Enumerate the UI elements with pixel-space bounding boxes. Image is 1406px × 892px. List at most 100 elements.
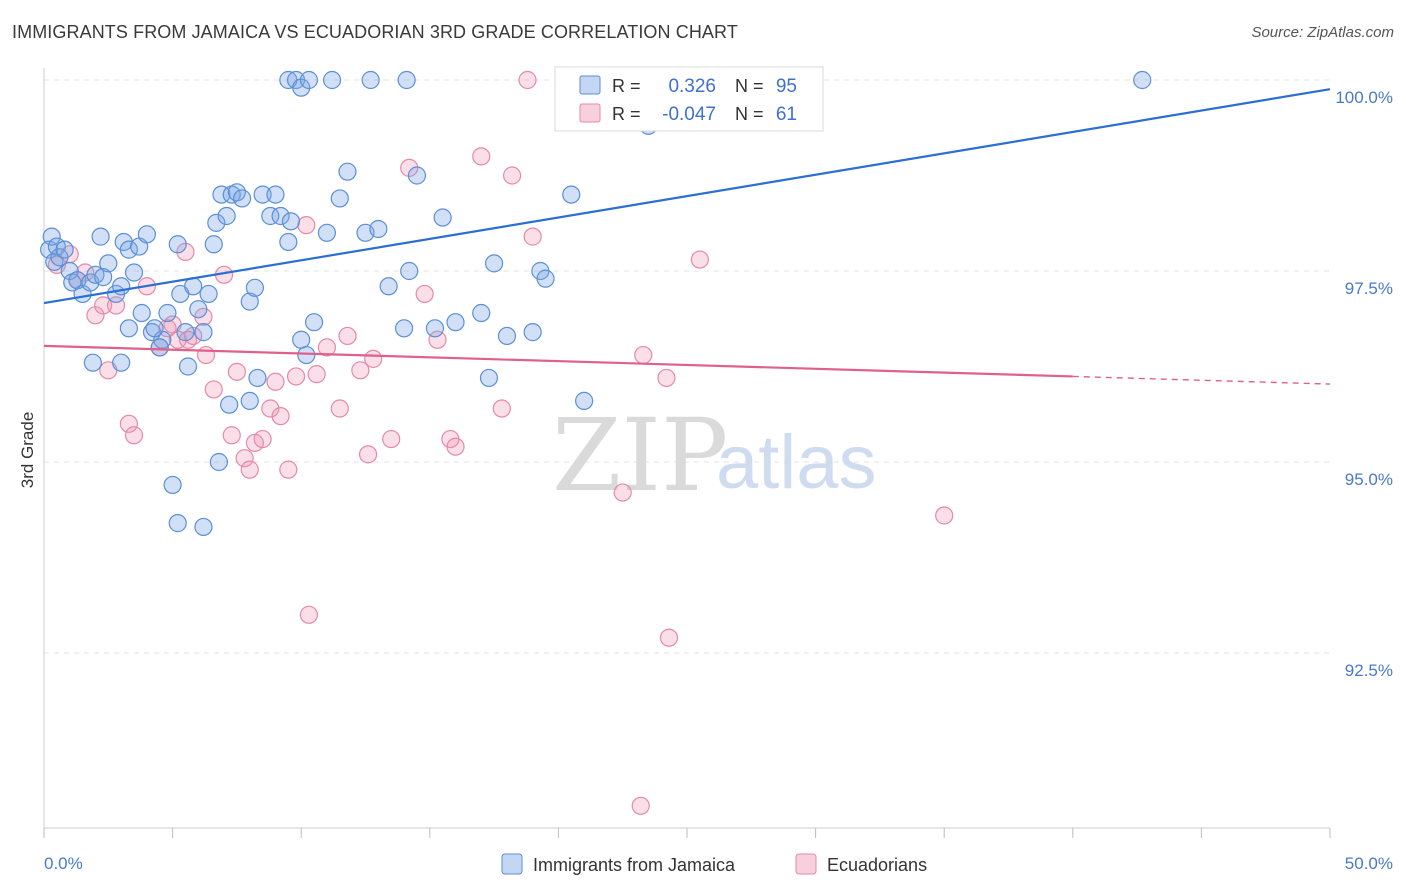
legend-n-label-1: N = [735, 76, 764, 96]
point-ecuadorians [446, 437, 465, 456]
point-ecuadorians [266, 372, 285, 391]
point-jamaica [94, 268, 113, 287]
point-jamaica [119, 319, 138, 338]
point-ecuadorians [86, 306, 105, 325]
point-jamaica [261, 206, 280, 226]
y-axis-tick-labels: 92.5% 95.0% 97.5% 100.0% [1335, 88, 1393, 680]
point-ecuadorians [119, 414, 138, 433]
point-ecuadorians [168, 330, 187, 349]
point-ecuadorians [659, 628, 679, 647]
point-jamaica [240, 391, 259, 410]
point-jamaica [194, 323, 213, 342]
point-jamaica [119, 240, 138, 259]
point-jamaica [158, 303, 177, 323]
point-jamaica [292, 78, 311, 97]
point-ecuadorians [176, 242, 195, 261]
point-jamaica [400, 261, 419, 281]
series-legend-label-jamaica: Immigrants from Jamaica [533, 855, 736, 875]
point-ecuadorians [503, 166, 522, 185]
point-ecuadorians [358, 445, 378, 464]
point-jamaica [132, 303, 151, 323]
point-ecuadorians [634, 345, 653, 365]
point-jamaica [322, 70, 342, 90]
point-jamaica [338, 162, 357, 181]
series-jamaica [40, 70, 1152, 537]
point-jamaica [446, 313, 465, 332]
point-ecuadorians [935, 506, 954, 525]
y-axis-label: 3rd Grade [18, 412, 37, 489]
point-ecuadorians [364, 349, 383, 368]
point-jamaica [178, 357, 198, 376]
point-ecuadorians [286, 367, 306, 386]
point-jamaica [485, 254, 504, 273]
watermark: ZIP atlas [552, 397, 877, 514]
point-jamaica [361, 70, 380, 90]
point-jamaica [83, 353, 102, 372]
point-ecuadorians [204, 380, 223, 399]
point-ecuadorians [382, 429, 401, 449]
stats-legend: R = 0.326 N = 95 R = -0.047 N = 61 [554, 66, 824, 132]
point-ecuadorians [94, 296, 113, 315]
point-jamaica [42, 227, 61, 246]
point-jamaica [562, 185, 581, 204]
point-jamaica [292, 330, 311, 349]
point-ecuadorians [124, 426, 144, 445]
point-ecuadorians [307, 365, 326, 384]
point-ecuadorians [227, 362, 246, 381]
point-jamaica [209, 452, 228, 472]
point-ecuadorians [523, 227, 542, 246]
point-jamaica [168, 514, 187, 533]
point-jamaica [137, 225, 156, 244]
point-jamaica [55, 240, 74, 259]
trend-line-jamaica [43, 88, 1331, 305]
point-jamaica [297, 345, 316, 365]
point-jamaica [279, 232, 298, 252]
point-ecuadorians [613, 483, 632, 502]
trend-line-ecuadorians [43, 344, 1073, 378]
point-jamaica [124, 263, 144, 282]
series-legend-label-ecuadorians: Ecuadorians [827, 855, 927, 875]
point-jamaica [425, 319, 445, 338]
point-jamaica [248, 368, 267, 388]
point-jamaica [112, 353, 131, 372]
point-ecuadorians [222, 426, 241, 445]
point-jamaica [232, 189, 252, 208]
point-jamaica [479, 368, 499, 388]
y-tick-label: 95.0% [1345, 470, 1393, 489]
point-jamaica [163, 475, 182, 495]
series-legend-swatch-jamaica [501, 853, 523, 875]
y-tick-label: 97.5% [1345, 279, 1393, 298]
point-ecuadorians [297, 216, 316, 235]
point-ecuadorians [631, 796, 650, 815]
point-ecuadorians [279, 460, 298, 479]
legend-r-value-1: 0.326 [668, 76, 716, 97]
point-jamaica [497, 326, 517, 346]
point-jamaica [433, 208, 452, 227]
point-jamaica [304, 313, 324, 332]
point-ecuadorians [253, 429, 272, 449]
point-jamaica [60, 261, 79, 281]
legend-n-value-1: 95 [776, 76, 797, 97]
point-ecuadorians [196, 345, 216, 365]
legend-r-value-2: -0.047 [662, 104, 716, 125]
point-jamaica [220, 395, 239, 414]
point-jamaica [330, 189, 349, 208]
series-legend-swatch-ecuadorians [795, 853, 817, 875]
point-jamaica [212, 185, 231, 204]
point-jamaica [472, 303, 491, 323]
legend-r-label-1: R = [612, 76, 641, 96]
point-jamaica [207, 213, 226, 232]
point-jamaica [253, 185, 272, 204]
point-jamaica [271, 206, 290, 226]
point-ecuadorians [351, 361, 370, 380]
x-axis-ticks [43, 828, 1331, 838]
point-jamaica [176, 323, 195, 342]
legend-r-label-2: R = [612, 104, 641, 124]
point-ecuadorians [338, 326, 357, 346]
x-tick-label-max: 50.0% [1345, 854, 1393, 873]
point-jamaica [189, 300, 208, 319]
point-jamaica [317, 223, 337, 242]
source-note: Source: ZipAtlas.com [1251, 24, 1394, 41]
x-tick-label-min: 0.0% [44, 854, 83, 873]
point-jamaica [150, 338, 169, 357]
